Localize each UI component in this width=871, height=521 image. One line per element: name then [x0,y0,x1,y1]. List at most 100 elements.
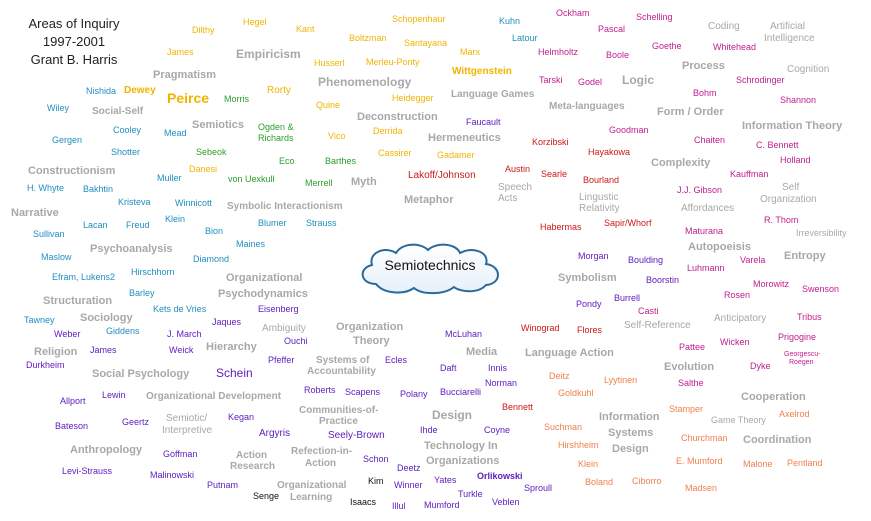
term-meta-languages: Meta-languages [549,101,625,112]
term-sullivan: Sullivan [33,229,65,239]
term-organization: Organization [760,194,817,205]
term-scapens: Scapens [345,387,381,397]
term-allport: Allport [60,396,86,406]
term-information-theory: Information Theory [742,120,843,132]
term-e-mumford: E. Mumford [676,456,723,466]
term-design: Design [612,443,649,455]
term-action: Action [305,458,337,469]
term-mcluhan: McLuhan [445,329,483,339]
term-wiley: Wiley [47,103,69,113]
term-weber: Weber [54,329,81,339]
term-language-games: Language Games [451,89,535,100]
term-goodman: Goodman [609,125,649,135]
term-illul: Illul [392,501,406,511]
term-systems: Systems [608,427,654,439]
term-sapir-whorf: Sapir/Whorf [604,218,652,228]
term-ogden: Ogden & [258,122,294,132]
map-title: Areas of Inquiry [28,16,120,31]
term-hegel: Hegel [243,17,267,27]
term-sproull: Sproull [524,483,553,493]
term-georgescu: Georgescu- [784,351,821,358]
term-suchman: Suchman [544,422,583,432]
term-geertz: Geertz [122,417,150,427]
term-klein: Klein [578,459,599,469]
term-klein: Klein [165,214,186,224]
term-maturana: Maturana [685,226,724,236]
term-sociology: Sociology [80,312,133,324]
term-bucciarelli: Bucciarelli [440,387,482,397]
term-organizational: Organizational [277,480,347,491]
term-tawney: Tawney [24,315,55,325]
term-boole: Boole [606,50,630,60]
term-lacan: Lacan [83,220,108,230]
term-theory: Theory [353,335,390,347]
term-psychoanalysis: Psychoanalysis [90,243,173,255]
term-turkle: Turkle [458,489,483,499]
term-morowitz: Morowitz [753,279,790,289]
term-barthes: Barthes [325,156,357,166]
term-mead: Mead [164,128,187,138]
term-schon: Schon [363,454,389,464]
term-lewin: Lewin [102,390,126,400]
term-putnam: Putnam [207,480,239,490]
term-levi-strauss: Levi-Strauss [62,466,113,476]
term-hirshheim: Hirshheim [558,440,599,450]
term-hayakowa: Hayakowa [588,147,631,157]
term-media: Media [466,346,498,358]
term-interpretive: Interpretive [162,425,213,436]
term-swenson: Swenson [802,284,840,294]
term-kuhn: Kuhn [499,16,521,26]
term-lakoff-johnson: Lakoff/Johnson [408,170,476,181]
term-boland: Boland [585,477,614,487]
term-pattee: Pattee [679,342,706,352]
term-casti: Casti [638,306,659,316]
term-kauffman: Kauffman [730,169,769,179]
term-shotter: Shotter [111,147,141,157]
term-faucault: Faucault [466,117,501,127]
term-bourland: Bourland [583,175,620,185]
term-santayana: Santayana [404,38,448,48]
term-social-self: Social-Self [92,106,144,117]
term-winnicott: Winnicott [175,198,213,208]
term-maines: Maines [236,239,266,249]
term-salthe: Salthe [678,378,704,388]
term-phenomenology: Phenomenology [318,75,412,89]
term-rosen: Rosen [724,290,751,300]
term-h-whyte: H. Whyte [27,183,65,193]
term-intelligence: Intelligence [764,33,815,44]
term-innis: Innis [488,363,508,373]
term-artificial: Artificial [770,21,806,32]
term-helmholtz: Helmholtz [538,47,579,57]
term-deetz: Deetz [397,463,421,473]
term-wittgenstein: Wittgenstein [452,66,512,77]
term-marx: Marx [460,47,480,57]
term-barley: Barley [129,288,155,298]
term-schopenhaur: Schopenhaur [392,14,446,24]
term-goffman: Goffman [163,449,198,459]
term-ciborro: Ciborro [632,476,662,486]
term-pentland: Pentland [787,458,823,468]
term-vico: Vico [328,131,346,141]
term-winograd: Winograd [521,323,560,333]
term-merleu-ponty: Merleu-Ponty [366,57,420,67]
term-pondy: Pondy [576,299,602,309]
term-religion: Religion [34,346,78,358]
term-entropy: Entropy [784,250,826,262]
term-research: Research [230,461,276,472]
term-madsen: Madsen [685,483,718,493]
term-luhmann: Luhmann [687,263,725,273]
term-c-bennett: C. Bennett [756,140,799,150]
term-ambiguity: Ambiguity [262,323,306,334]
term-dilthy: Dilthy [192,25,215,35]
term-kegan: Kegan [228,412,255,422]
term-schrodinger: Schrodinger [736,75,785,85]
term-self: Self [782,182,800,193]
term-organizational-development: Organizational Development [146,391,282,402]
term-roegen: Roegen [789,359,814,366]
term-cooperation: Cooperation [741,391,806,403]
term-kristeva: Kristeva [118,197,151,207]
term-hierarchy: Hierarchy [206,341,257,353]
term-communities-of: Communities-of- [299,405,379,416]
term-durkheim: Durkheim [26,360,65,370]
